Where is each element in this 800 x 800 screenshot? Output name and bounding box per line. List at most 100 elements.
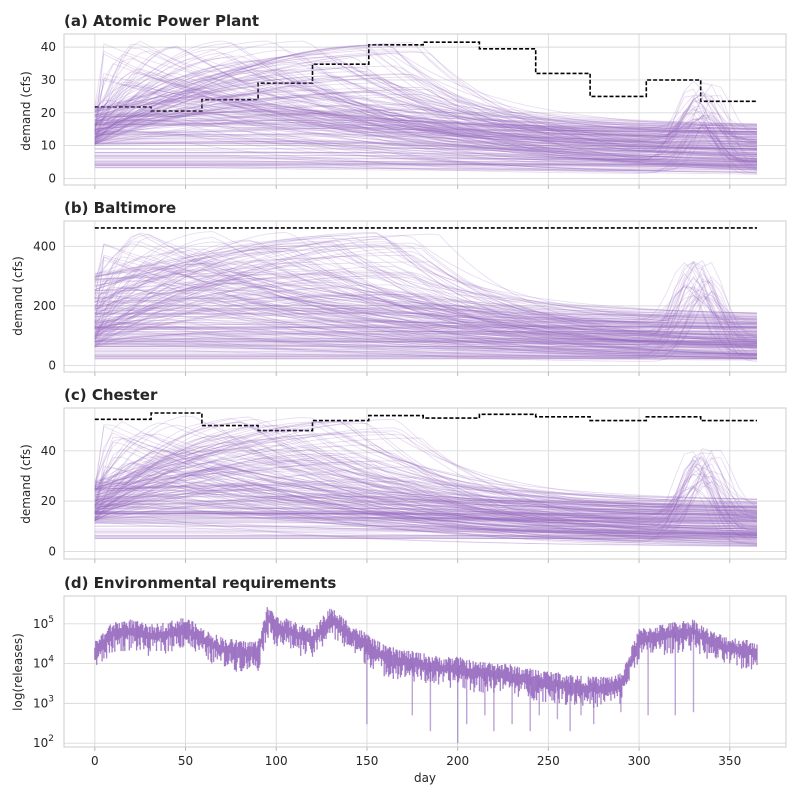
ensemble-member-line [94, 75, 758, 141]
ensemble-member-line [94, 426, 758, 512]
ensemble-member-line [94, 61, 758, 143]
ensemble-member-line [94, 422, 758, 500]
ensemble-member-line [94, 438, 758, 530]
ensemble-member-line [94, 42, 758, 154]
ensemble-member-line [94, 350, 758, 357]
ensemble-member-line [94, 295, 758, 355]
ensemble-member-line [94, 48, 758, 168]
ensemble-member-line [94, 151, 758, 173]
ensemble-member-line [94, 296, 758, 348]
ensemble-member-line [94, 282, 758, 346]
ensemble-member-line [94, 85, 758, 139]
ensemble-member-line [94, 264, 758, 319]
ensemble-member-line [94, 417, 758, 520]
ensemble-member-line [94, 438, 758, 541]
ensemble-member-line [94, 456, 758, 536]
ensemble-member-line [94, 484, 758, 532]
panel-title: (a) Atomic Power Plant [64, 12, 259, 30]
ensemble-member-line [94, 458, 758, 528]
ensemble-member-line [94, 425, 758, 522]
ensemble-member-line [94, 74, 758, 165]
ensemble-member-line [94, 479, 758, 522]
ensemble-member-line [94, 82, 758, 160]
ensemble-member-line [94, 94, 758, 135]
ensemble-member-line [94, 240, 758, 348]
ensemble-member-line [94, 454, 758, 519]
x-tick-label: 350 [718, 754, 741, 768]
ensemble-member-line [94, 129, 757, 144]
ensemble-member-line [94, 484, 758, 525]
y-tick-label: 20 [41, 494, 56, 508]
ensemble-member-line [94, 104, 758, 155]
ensemble-member-line [94, 133, 758, 162]
ensemble-member-line [94, 262, 758, 319]
ensemble-member-line [94, 245, 758, 353]
ensemble-member-line [94, 68, 758, 142]
ensemble-member-line [94, 306, 758, 328]
ensemble-member-line [94, 522, 757, 533]
ensemble-member-line [94, 285, 758, 338]
ensemble-member-line [94, 40, 758, 154]
ensemble-member-line [94, 477, 758, 544]
ensemble-member-line [94, 116, 758, 150]
plot-frame [63, 407, 787, 560]
ensemble-member-line [94, 476, 758, 515]
ensemble-member-line [94, 496, 757, 511]
ensemble-member-line [94, 462, 758, 519]
ensemble-member-line [94, 288, 758, 323]
ensemble-member-line [94, 233, 758, 326]
ensemble-member-line [94, 417, 758, 504]
ensemble-member-line [94, 78, 758, 139]
ensemble-member-line [94, 313, 758, 354]
ensemble-member-line [94, 282, 758, 359]
plot-area: 0 200 400 [33, 220, 787, 376]
ensemble-member-line [94, 422, 758, 533]
ensemble-member-line [94, 115, 757, 153]
ensemble-member-line [94, 113, 758, 156]
ensemble-member-line [94, 418, 758, 532]
ensemble-member-line [94, 305, 758, 336]
ensemble-member-line [94, 256, 758, 355]
ensemble-member-line [94, 114, 758, 133]
plot-frame [63, 220, 787, 373]
ensemble-member-line [94, 513, 758, 533]
ensemble-member-line [94, 243, 758, 319]
ensemble-member-line [94, 448, 758, 536]
ensemble-member-line [94, 96, 758, 132]
ensemble-member-line [94, 499, 757, 504]
ensemble-member-line [94, 251, 758, 337]
x-tick-label: 300 [628, 754, 651, 768]
ensemble-member-line [94, 46, 758, 142]
ensemble-member-line [94, 501, 758, 518]
ensemble-member-line [94, 273, 758, 342]
ensemble-member-line [94, 465, 758, 533]
ensemble-member-line [94, 486, 758, 518]
ensemble-member-line [94, 152, 757, 175]
x-tick-label: 150 [355, 754, 378, 768]
ensemble-member-line [94, 513, 758, 537]
ensemble-member-line [94, 138, 757, 150]
y-tick-label: 20 [41, 106, 56, 120]
ensemble-member-line [94, 120, 758, 155]
ensemble-member-line [94, 512, 757, 515]
ensemble-member-line [94, 269, 758, 330]
ensemble-member-line [94, 452, 758, 514]
ensemble-member-line [94, 506, 757, 522]
ensemble-member-line [94, 338, 758, 361]
ensemble-member-line [94, 287, 758, 340]
ensemble-member-line [94, 75, 758, 138]
ensemble-member-line [94, 116, 758, 174]
ensemble-member-line [94, 63, 758, 140]
ensemble-member-line [94, 73, 758, 145]
ensemble-member-line [94, 482, 758, 539]
ensemble-member-line [94, 260, 758, 326]
ensemble-member-line [94, 57, 758, 143]
ensemble-member-line [94, 294, 758, 345]
ensemble-member-line [94, 95, 757, 162]
ensemble-member-line [94, 65, 758, 136]
ensemble-member-line [94, 76, 758, 145]
ensemble-member-line [94, 242, 758, 341]
ensemble-member-line [94, 155, 757, 162]
ensemble-member-line [94, 295, 758, 322]
ensemble-member-line [94, 277, 758, 354]
